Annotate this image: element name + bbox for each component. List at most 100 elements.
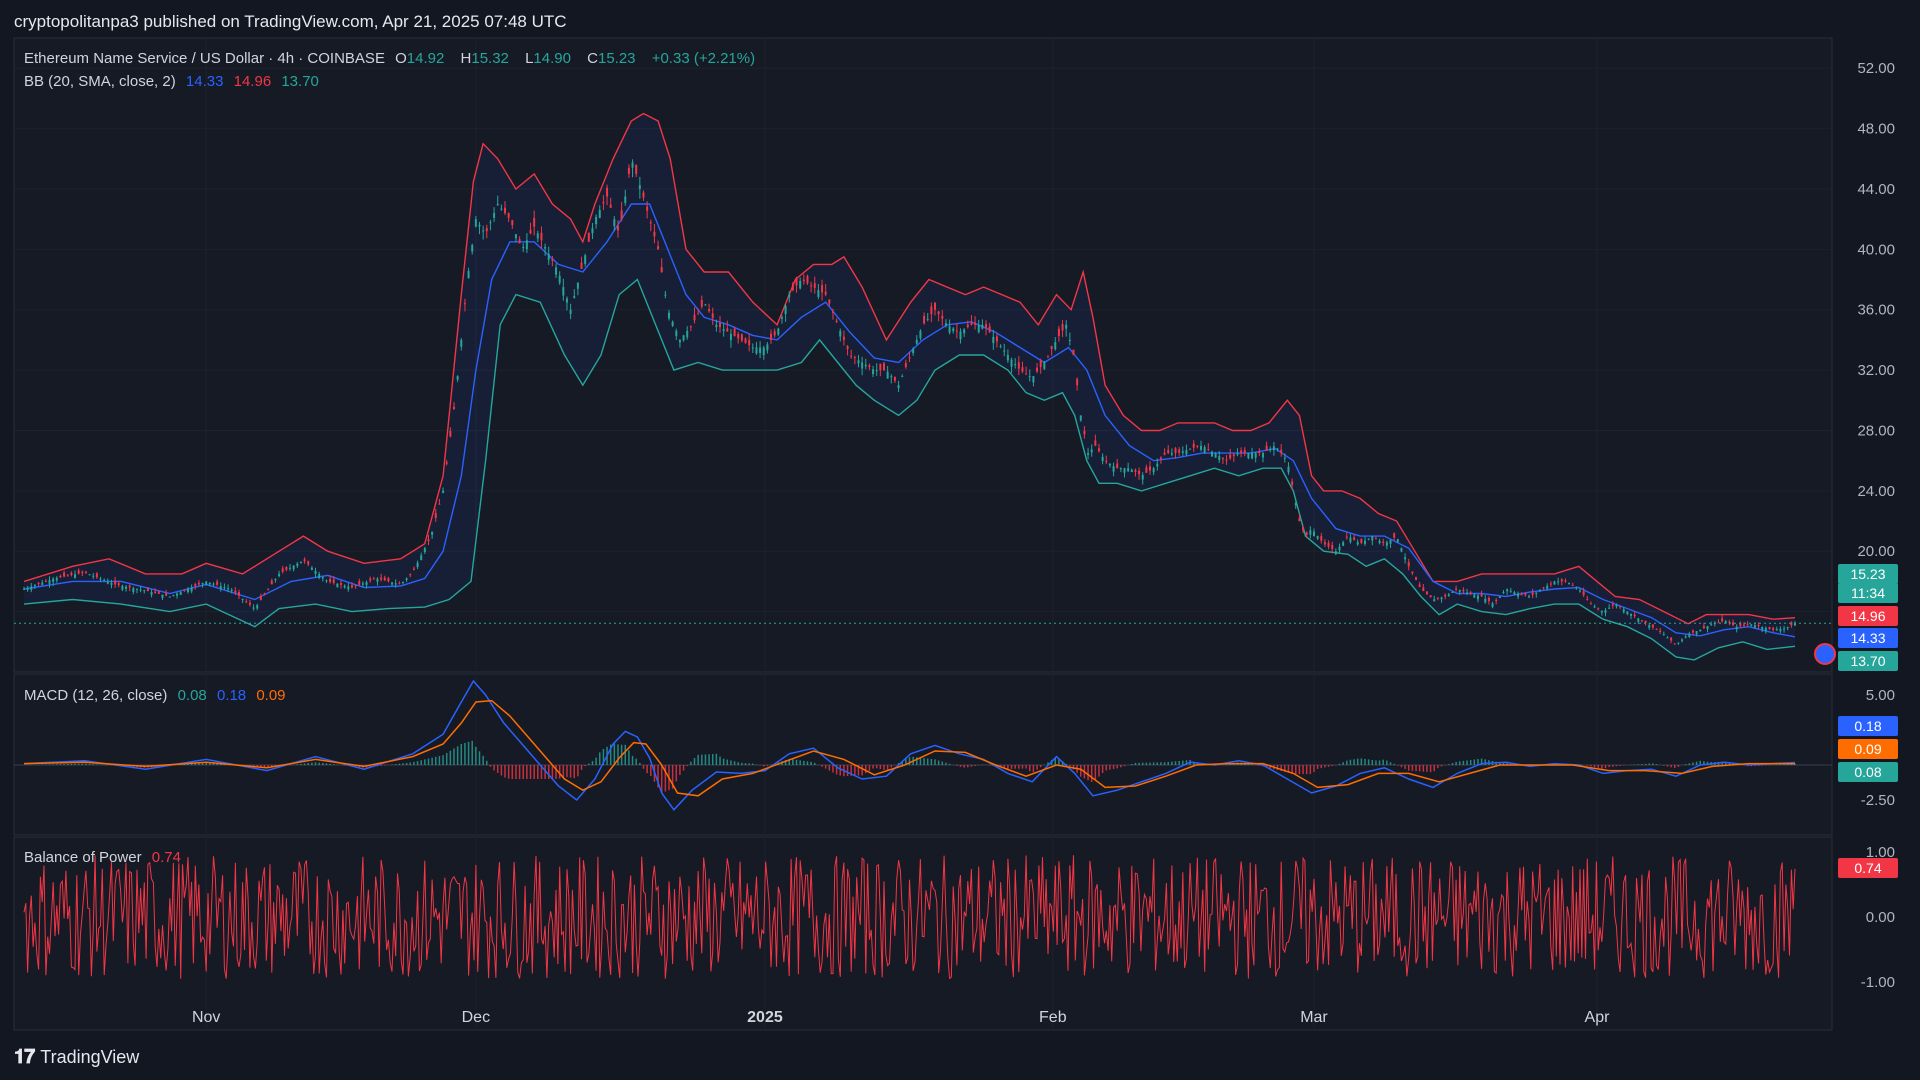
candle-body xyxy=(52,578,55,582)
candle-body xyxy=(1265,445,1268,451)
candle-body xyxy=(507,213,510,218)
candle-body xyxy=(1557,581,1560,583)
candle-body xyxy=(944,323,947,326)
candle-body xyxy=(799,281,802,289)
candle-body xyxy=(810,285,813,287)
symbol-label: Ethereum Name Service / US Dollar · 4h ·… xyxy=(24,50,385,67)
flag-icon[interactable] xyxy=(1814,643,1836,665)
candle-body xyxy=(1283,457,1286,459)
candle-body xyxy=(99,578,102,580)
candle-body xyxy=(157,591,160,594)
candle-body xyxy=(831,311,834,313)
macd-signal-line xyxy=(23,699,1796,797)
candle-body xyxy=(1775,629,1778,631)
candle-body xyxy=(1378,540,1381,544)
candle-body xyxy=(1418,584,1421,587)
candle-body xyxy=(1374,538,1377,540)
candle-body xyxy=(336,583,339,588)
time-tick-label: Nov xyxy=(192,1009,220,1026)
chart-canvas[interactable]: 52.00 48.00 44.00 40.00 36.00 32.00 28.00 24.00… xyxy=(0,0,1920,1040)
candle-body xyxy=(1619,606,1622,608)
candle-body xyxy=(442,490,445,493)
candle-body xyxy=(1640,620,1643,622)
candle-body xyxy=(496,204,499,206)
candle-body xyxy=(292,565,295,570)
candle-body xyxy=(1611,604,1614,606)
candle-body xyxy=(1531,592,1534,596)
candle-body xyxy=(1415,577,1418,580)
candle-body xyxy=(1710,624,1713,626)
candle-body xyxy=(631,162,634,168)
high-label: H xyxy=(460,50,472,67)
candle-body xyxy=(780,317,783,319)
time-tick-label: Dec xyxy=(462,1009,490,1026)
candle-body xyxy=(667,312,670,319)
candle-body xyxy=(1360,539,1363,543)
candle-body xyxy=(729,333,732,341)
candle-body xyxy=(748,339,751,346)
candle-body xyxy=(467,270,470,279)
candle-body xyxy=(1673,643,1676,645)
candle-body xyxy=(1509,590,1512,592)
candle-body xyxy=(558,275,561,283)
candle-body xyxy=(321,577,324,579)
candle-body xyxy=(540,232,543,241)
candle-body xyxy=(117,583,120,586)
candle-body xyxy=(821,285,824,293)
candle-body xyxy=(343,585,346,588)
candle-body xyxy=(1276,448,1279,450)
candle-body xyxy=(1728,621,1731,624)
candle-body xyxy=(471,245,474,252)
candle-body xyxy=(1302,527,1305,531)
time-tick-label: Apr xyxy=(1585,1009,1611,1026)
candle-body xyxy=(1039,360,1042,368)
close-label: C xyxy=(587,50,598,67)
bb-upper-line xyxy=(23,112,1796,625)
candle-body xyxy=(398,583,401,585)
candle-body xyxy=(216,581,219,585)
candle-body xyxy=(784,305,787,315)
candle-body xyxy=(394,583,397,585)
bop-label: Balance of Power xyxy=(24,849,142,866)
candle-body xyxy=(525,240,528,250)
price-tick-label: 36.00 xyxy=(1857,302,1895,319)
candle-body xyxy=(314,570,317,575)
candle-body xyxy=(26,587,29,590)
candle-body xyxy=(875,370,878,372)
candle-body xyxy=(1579,590,1582,592)
candle-body xyxy=(427,539,430,541)
candle-body xyxy=(1210,451,1213,457)
candle-body xyxy=(1433,599,1436,602)
candle-body xyxy=(482,230,485,232)
candle-body xyxy=(861,362,864,369)
candle-body xyxy=(474,219,477,227)
candle-body xyxy=(1553,581,1556,585)
candle-body xyxy=(1057,328,1060,337)
candle-body xyxy=(420,555,423,560)
candle-body xyxy=(682,335,685,341)
macd-label: MACD (12, 26, close) xyxy=(24,687,168,704)
candle-body xyxy=(1724,621,1727,624)
candle-body xyxy=(372,578,375,580)
candle-body xyxy=(1261,453,1264,458)
price-tick-label: 32.00 xyxy=(1857,362,1895,379)
candle-body xyxy=(1425,591,1428,595)
candle-body xyxy=(1560,579,1563,582)
candle-body xyxy=(1615,604,1618,607)
candle-body xyxy=(1251,453,1254,459)
candle-body xyxy=(303,559,306,562)
candle-body xyxy=(1163,452,1166,455)
open-value: 14.92 xyxy=(406,50,445,67)
candle-body xyxy=(1429,595,1432,598)
candle-body xyxy=(1768,626,1771,629)
candle-body xyxy=(1112,465,1115,472)
candle-body xyxy=(1517,593,1520,597)
candle-body xyxy=(194,584,197,586)
candle-body xyxy=(1535,592,1538,594)
candle-body xyxy=(802,279,805,282)
candle-body xyxy=(1717,622,1720,624)
candle-body xyxy=(1327,542,1330,547)
published-banner: cryptopolitanpa3 published on TradingVie… xyxy=(14,12,567,31)
candle-body xyxy=(824,291,827,295)
bb-label: BB (20, SMA, close, 2) xyxy=(24,73,176,90)
